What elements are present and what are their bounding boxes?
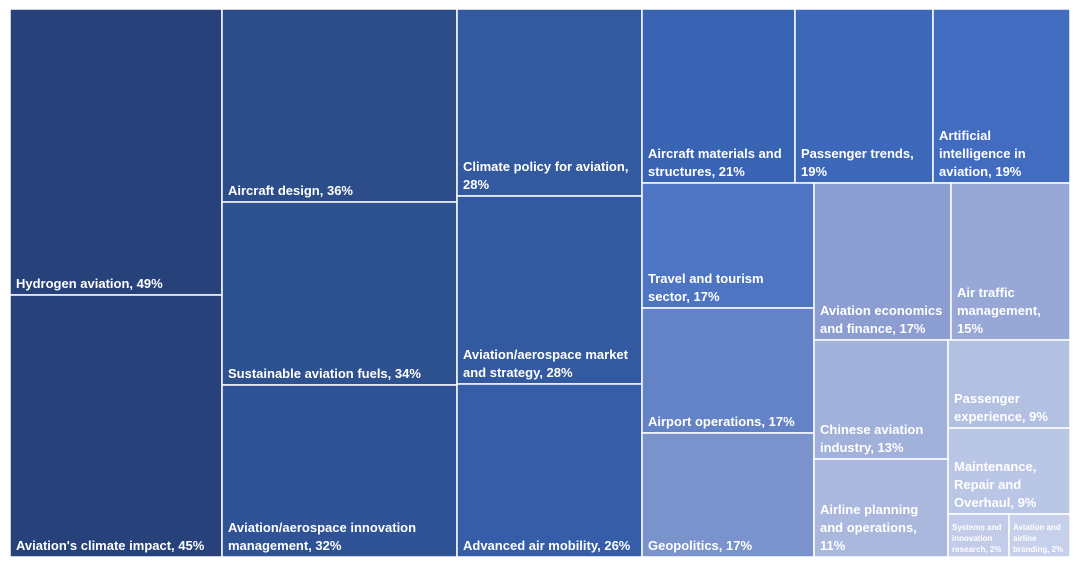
- tile-hydrogen-aviation: [9, 8, 223, 296]
- tile-label-maintenance-repair-and-overhaul: Maintenance, Repair and Overhaul, 9%: [954, 459, 1037, 510]
- treemap-tiles: [9, 8, 1071, 558]
- tile-advanced-air-mobility: [456, 383, 643, 558]
- tile-aviation-s-climate-impact: [9, 294, 223, 558]
- tile-label-aviation-and-airline-branding: Aviation and airline branding, 2%: [1013, 523, 1063, 554]
- tile-label-advanced-air-mobility: Advanced air mobility, 26%: [463, 538, 631, 553]
- tile-geopolitics: [641, 432, 815, 558]
- tile-airport-operations: [641, 307, 815, 434]
- tile-label-aviation-aerospace-market-and-strategy: Aviation/aerospace market and strategy, 2…: [463, 347, 629, 380]
- treemap-labels: Hydrogen aviation, 49% Aviation's climate…: [16, 128, 1063, 554]
- tile-climate-policy-for-aviation: [456, 8, 643, 197]
- tile-label-passenger-experience: Passenger experience, 9%: [954, 391, 1048, 424]
- tile-passenger-experience: [947, 339, 1071, 429]
- tile-aircraft-materials-and-structures: [641, 8, 796, 184]
- tile-aircraft-design: [221, 8, 458, 203]
- tile-label-aviation-economics-and-finance: Aviation economics and finance, 17%: [820, 303, 942, 336]
- tile-artificial-intelligence-in-aviation: [932, 8, 1071, 184]
- tile-aviation-and-airline-branding: [1008, 513, 1071, 558]
- tile-label-airline-planning-and-operations: Airline planning and operations, 11%: [820, 502, 918, 553]
- tile-label-aviation-aerospace-innovation-management: Aviation/aerospace innovation management,…: [228, 520, 416, 553]
- tile-airline-planning-and-operations: [813, 458, 949, 558]
- tile-aviation-aerospace-market-and-strategy: [456, 195, 643, 385]
- tile-label-air-traffic-management: Air traffic management, 15%: [957, 285, 1041, 336]
- tile-label-travel-and-tourism-sector: Travel and tourism sector, 17%: [648, 271, 764, 304]
- tile-label-geopolitics: Geopolitics, 17%: [648, 538, 752, 553]
- tile-chinese-aviation-industry: [813, 339, 949, 460]
- tile-label-hydrogen-aviation: Hydrogen aviation, 49%: [16, 276, 163, 291]
- tile-sustainable-aviation-fuels: [221, 201, 458, 386]
- tile-label-artificial-intelligence-in-aviation: Artificial intelligence in aviation, 19%: [939, 128, 1026, 179]
- tile-label-aircraft-design: Aircraft design, 36%: [228, 183, 353, 198]
- tile-aviation-aerospace-innovation-management: [221, 384, 458, 558]
- tile-label-airport-operations: Airport operations, 17%: [648, 414, 795, 429]
- tile-label-aircraft-materials-and-structures: Aircraft materials and structures, 21%: [648, 146, 782, 179]
- tile-air-traffic-management: [950, 182, 1071, 341]
- tile-label-climate-policy-for-aviation: Climate policy for aviation, 28%: [463, 159, 628, 192]
- tile-label-aviation-s-climate-impact: Aviation's climate impact, 45%: [16, 538, 205, 553]
- tile-systems-and-innovation-research: [947, 513, 1010, 558]
- tile-aviation-economics-and-finance: [813, 182, 952, 341]
- tile-label-sustainable-aviation-fuels: Sustainable aviation fuels, 34%: [228, 366, 421, 381]
- tile-maintenance-repair-and-overhaul: [947, 427, 1071, 515]
- tile-label-systems-and-innovation-research: Systems and innovation research, 2%: [952, 523, 1001, 554]
- tile-label-chinese-aviation-industry: Chinese aviation industry, 13%: [820, 422, 923, 455]
- tile-label-passenger-trends: Passenger trends, 19%: [801, 146, 914, 179]
- tile-passenger-trends: [794, 8, 934, 184]
